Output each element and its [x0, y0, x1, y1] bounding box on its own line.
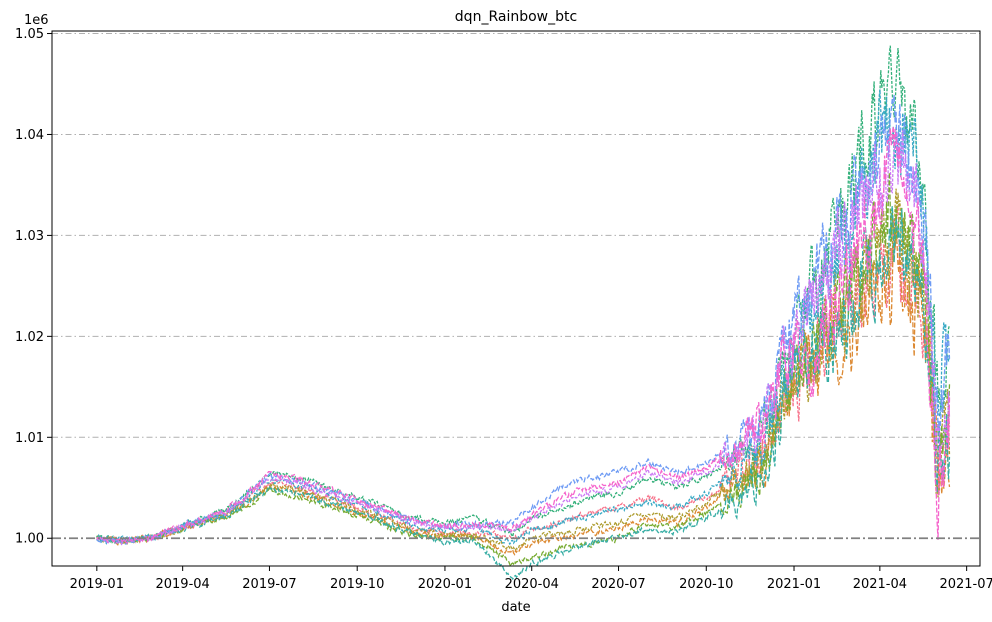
- series-lines: [96, 45, 951, 581]
- x-tick-label: 2020-04: [505, 577, 559, 592]
- x-axis-label: date: [501, 600, 530, 615]
- plot-frame: [51, 30, 981, 567]
- x-tick-label: 2021-07: [939, 577, 992, 592]
- x-tick-label: 2021-04: [853, 577, 907, 592]
- x-tick-label: 2019-04: [155, 577, 209, 592]
- x-tick-label: 2019-10: [330, 577, 384, 592]
- y-tick-label: 1.05: [15, 27, 44, 42]
- y-offset-label: 1e6: [24, 13, 49, 28]
- x-tick-label: 2020-10: [679, 577, 733, 592]
- chart-title: dqn_Rainbow_btc: [455, 9, 577, 25]
- x-axis-ticks: 2019-01 2019-04 2019-07 2019-10 2020-01 2020-…: [70, 566, 992, 592]
- y-tick-label: 1.02: [15, 330, 44, 345]
- x-tick-label: 2020-01: [418, 577, 472, 592]
- series-line-9: [96, 130, 951, 546]
- series-line-4: [96, 172, 951, 568]
- y-axis-ticks: 1.00 1.01 1.02 1.03 1.04 1.05: [15, 27, 52, 547]
- x-tick-label: 2020-07: [591, 577, 645, 592]
- y-tick-label: 1.03: [15, 229, 44, 244]
- x-tick-label: 2019-01: [70, 577, 124, 592]
- y-tick-label: 1.01: [15, 431, 44, 446]
- series-line-6: [96, 206, 951, 581]
- y-tick-label: 1.00: [15, 532, 44, 547]
- series-line-1: [96, 205, 951, 545]
- x-tick-label: 2021-01: [767, 577, 821, 592]
- series-line-10: [96, 126, 951, 544]
- y-tick-label: 1.04: [15, 128, 44, 143]
- x-tick-label: 2019-07: [242, 577, 296, 592]
